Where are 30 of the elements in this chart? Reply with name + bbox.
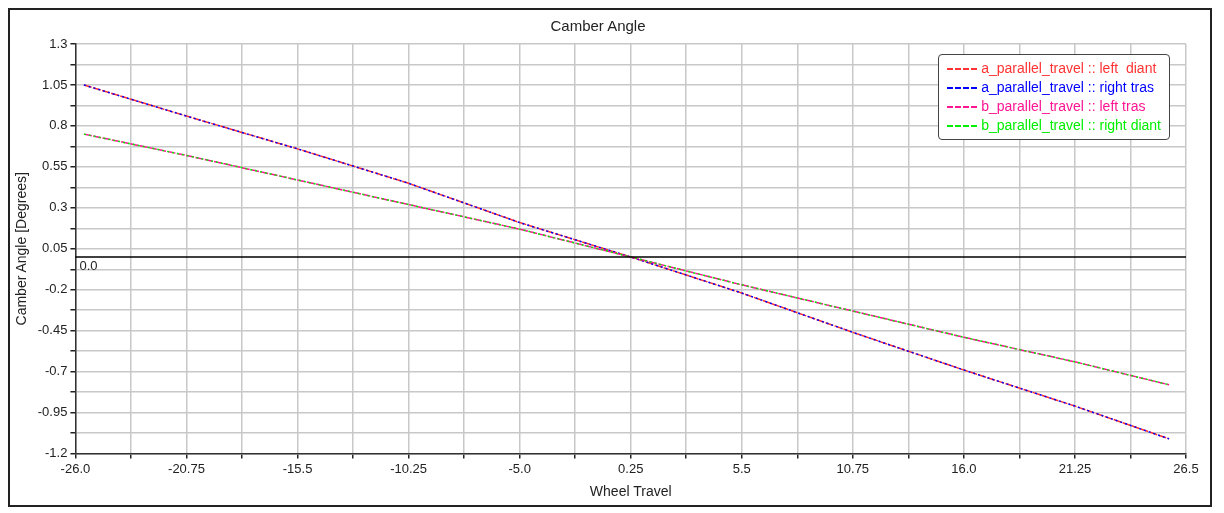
legend-label: a_parallel_travel :: left diant bbox=[981, 59, 1157, 78]
x-tick-label: 16.0 bbox=[951, 460, 977, 476]
legend-label: b_parallel_travel :: right diant bbox=[981, 116, 1161, 135]
x-tick-label: 21.25 bbox=[1058, 460, 1092, 476]
y-tick-label: -0.45 bbox=[37, 322, 68, 338]
y-tick-label: 0.05 bbox=[42, 240, 68, 256]
x-axis-title: Wheel Travel bbox=[589, 483, 672, 500]
y-tick-label: -0.95 bbox=[37, 404, 68, 420]
ref-line-label: 0.0 bbox=[79, 258, 98, 274]
x-tick-label: -20.75 bbox=[168, 460, 205, 476]
x-tick-label: 0.25 bbox=[618, 460, 644, 476]
legend-label: b_parallel_travel :: left tras bbox=[981, 97, 1146, 116]
x-tick-label: 5.5 bbox=[732, 460, 751, 476]
x-tick-label: -26.0 bbox=[60, 460, 91, 476]
y-tick-label: -1.2 bbox=[45, 445, 68, 461]
y-tick-label: -0.2 bbox=[45, 281, 68, 297]
x-tick-label: 10.75 bbox=[836, 460, 870, 476]
y-tick-label: 1.3 bbox=[49, 35, 68, 51]
y-tick-label: 1.05 bbox=[42, 76, 68, 92]
y-tick-label: 0.8 bbox=[49, 117, 68, 133]
x-tick-label: -15.5 bbox=[282, 460, 313, 476]
x-tick-label: -5.0 bbox=[508, 460, 531, 476]
x-tick-label: -10.25 bbox=[390, 460, 428, 476]
y-tick-label: 0.55 bbox=[42, 158, 68, 174]
legend-label: a_parallel_travel :: right tras bbox=[981, 78, 1154, 97]
x-tick-label: 26.5 bbox=[1173, 460, 1199, 476]
y-axis-title: Camber Angle [Degrees] bbox=[13, 172, 30, 326]
chart-title: Camber Angle bbox=[550, 17, 646, 35]
y-tick-label: -0.7 bbox=[45, 363, 68, 379]
y-tick-label: 0.3 bbox=[49, 199, 68, 215]
